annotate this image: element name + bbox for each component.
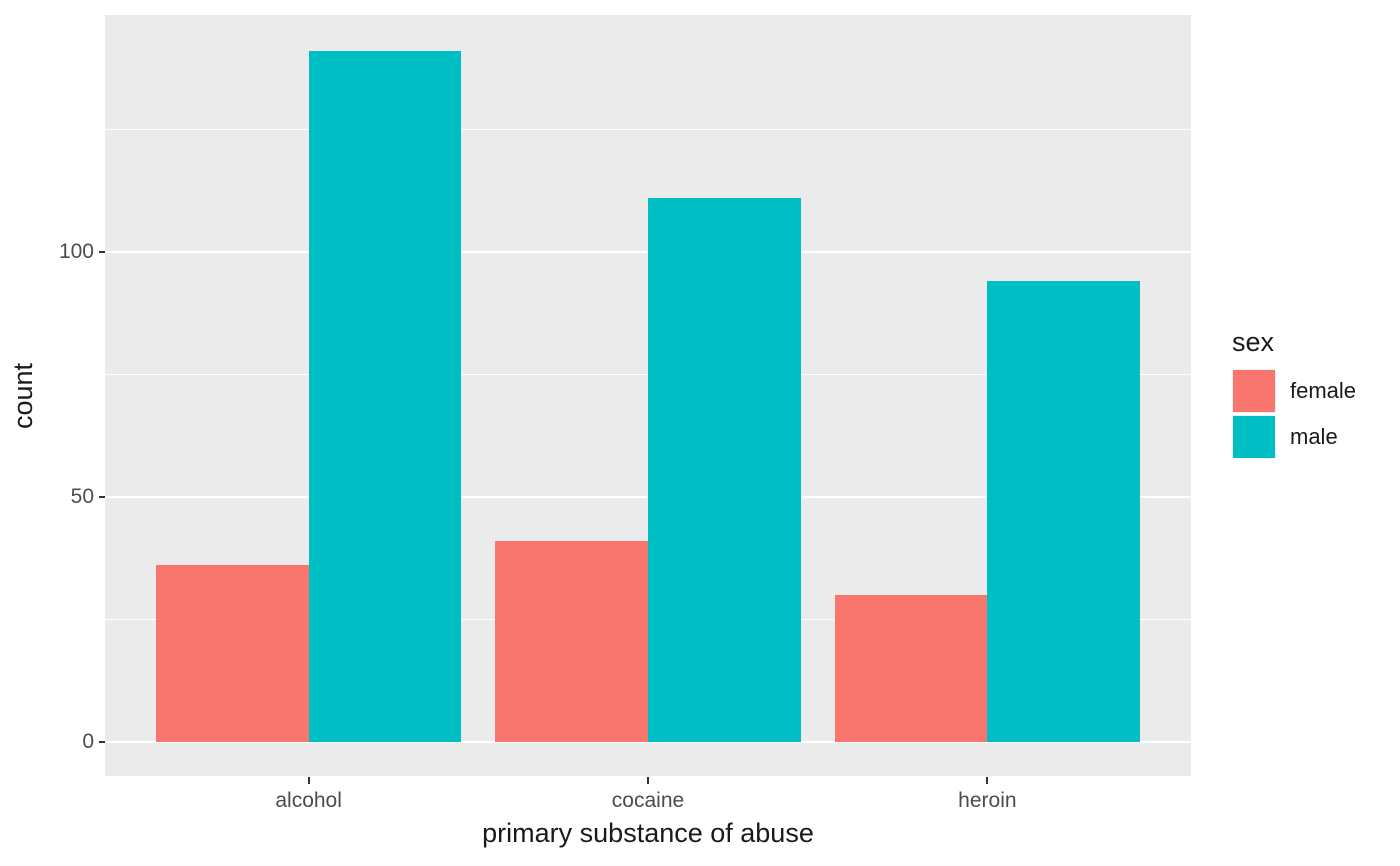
bar-heroin-female <box>834 594 988 742</box>
legend-swatch-male <box>1232 415 1276 459</box>
major-gridline <box>105 740 1191 743</box>
legend-entry-female: female <box>1232 369 1400 413</box>
x-tick-mark <box>986 777 989 784</box>
x-tick-label: cocaine <box>611 789 685 812</box>
y-tick-mark <box>99 250 105 253</box>
y-axis-title: count <box>8 362 38 429</box>
y-tick-label: 100 <box>58 239 94 263</box>
y-tick-label: 50 <box>70 484 94 508</box>
legend-swatch-female <box>1232 369 1276 413</box>
y-tick-mark <box>99 740 105 743</box>
x-tick-mark <box>647 777 649 784</box>
minor-gridline <box>105 128 1191 130</box>
y-tick-mark <box>99 495 105 498</box>
x-tick-label: alcohol <box>275 789 342 812</box>
bar-alcohol-female <box>155 565 309 742</box>
x-tick-mark <box>307 777 310 784</box>
legend-title: sex <box>1232 327 1275 357</box>
plot-panel <box>105 15 1191 776</box>
x-tick-label: heroin <box>958 789 1017 812</box>
bar-alcohol-male <box>308 50 462 742</box>
legend-label: male <box>1290 424 1338 449</box>
bar-heroin-male <box>987 281 1141 742</box>
x-axis-title: primary substance of abuse <box>482 818 814 848</box>
y-tick-label: 0 <box>82 729 94 753</box>
legend-keys: female male <box>1232 369 1400 459</box>
legend: sex female male <box>1232 327 1400 459</box>
legend-entry-male: male <box>1232 415 1400 459</box>
bar-cocaine-male <box>648 197 801 742</box>
legend-label: female <box>1290 378 1357 403</box>
bar-cocaine-female <box>495 540 648 742</box>
